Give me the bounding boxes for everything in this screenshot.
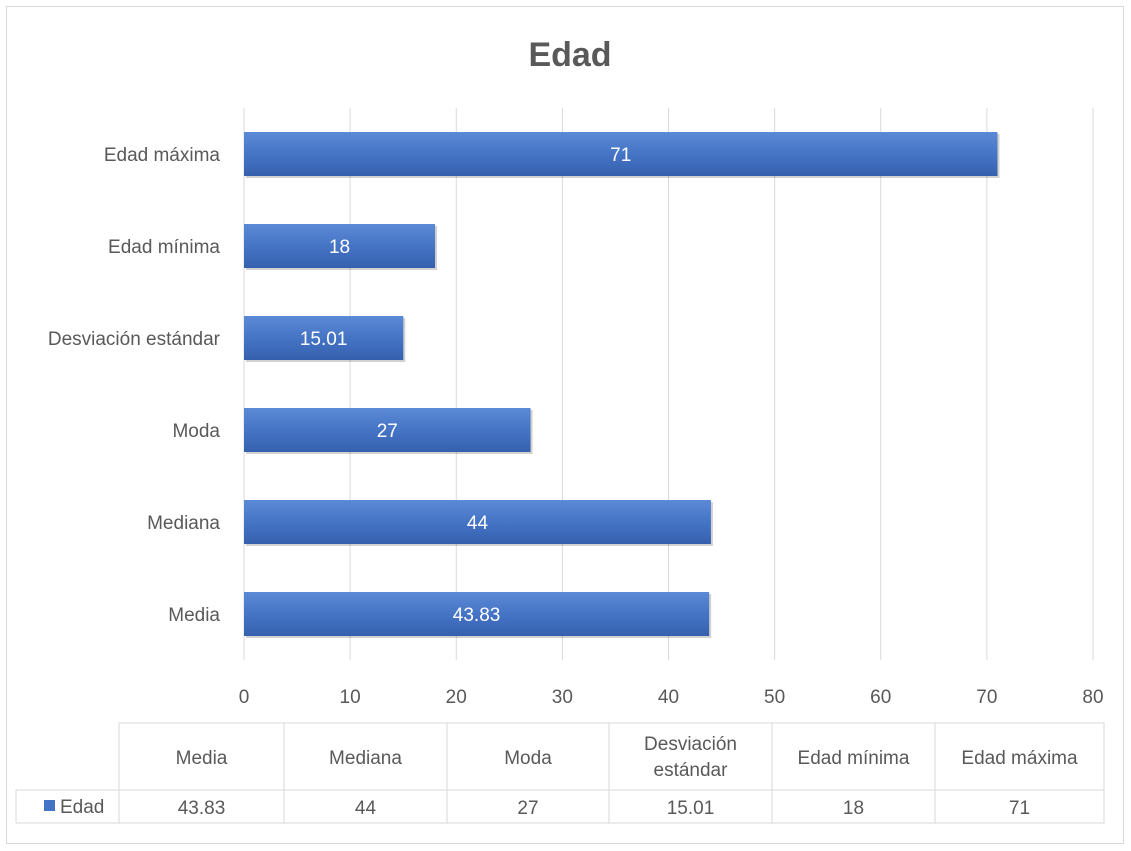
data-table-header: Mediana — [329, 748, 402, 769]
legend-series-name: Edad — [60, 797, 104, 818]
data-table-value: 71 — [1009, 798, 1030, 819]
data-table-header: Media — [176, 748, 228, 769]
x-tick-label: 80 — [1082, 687, 1103, 708]
data-table: Media Mediana Moda Desviación estándar Edad m… — [15, 722, 1105, 824]
category-label: Mediana — [147, 513, 220, 534]
x-tick-label: 70 — [976, 687, 997, 708]
category-label: Desviación estándar — [48, 329, 221, 350]
category-labels: Media Mediana Moda Desviación estándar Edad … — [48, 145, 221, 626]
bar-data-label: 44 — [467, 513, 489, 534]
bar-data-label: 15.01 — [300, 329, 348, 350]
data-table-value: 43.83 — [178, 798, 226, 819]
data-table-header: estándar — [654, 760, 729, 781]
bar — [244, 132, 998, 176]
data-table-value: 15.01 — [667, 798, 715, 819]
x-tick-label: 20 — [446, 687, 467, 708]
data-table-value: 27 — [517, 798, 538, 819]
x-tick-label: 10 — [340, 687, 361, 708]
bars: 43.83 44 27 15.01 18 71 — [244, 132, 1000, 638]
data-table-header: Desviación — [644, 734, 737, 755]
data-table-header: Edad mínima — [798, 748, 910, 769]
x-tick-label: 40 — [658, 687, 679, 708]
bar-data-label: 43.83 — [453, 605, 501, 626]
bar — [244, 316, 404, 360]
x-tick-label: 0 — [239, 687, 250, 708]
bar-data-label: 27 — [377, 421, 398, 442]
category-label: Edad mínima — [108, 237, 220, 258]
category-label: Moda — [172, 421, 220, 442]
data-table-value: 44 — [355, 798, 377, 819]
x-tick-label: 60 — [870, 687, 891, 708]
gridlines — [243, 108, 1094, 660]
bar-data-label: 18 — [329, 237, 350, 258]
x-axis-ticks: 0 10 20 30 40 50 60 70 80 — [239, 687, 1104, 708]
data-table-value: 18 — [843, 798, 864, 819]
legend-key — [44, 800, 55, 811]
chart-title: Edad — [528, 36, 611, 74]
x-tick-label: 50 — [764, 687, 785, 708]
x-tick-label: 30 — [552, 687, 573, 708]
bar — [244, 500, 711, 544]
data-table-header: Moda — [504, 748, 552, 769]
bar — [244, 408, 531, 452]
data-table-header: Edad máxima — [961, 748, 1078, 769]
category-label: Edad máxima — [104, 145, 221, 166]
bar — [244, 224, 436, 268]
bar — [244, 592, 710, 636]
data-table-border — [118, 722, 1105, 824]
bar-data-label: 71 — [610, 145, 631, 166]
category-label: Media — [168, 605, 220, 626]
